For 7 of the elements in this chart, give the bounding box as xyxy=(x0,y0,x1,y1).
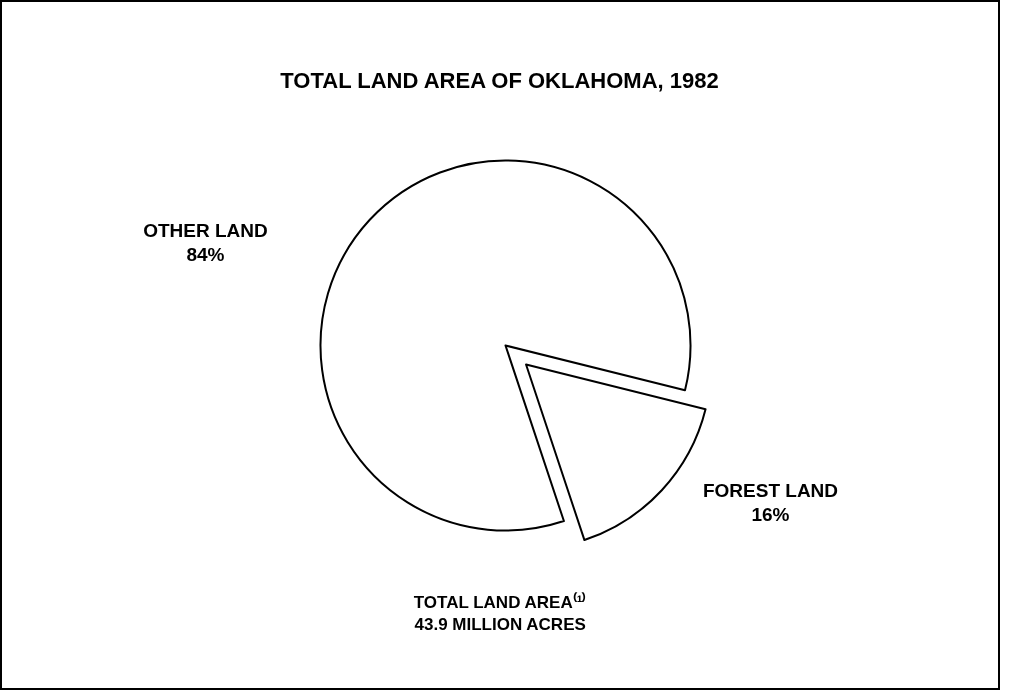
data-label: 16% xyxy=(751,504,790,525)
text: TOTAL LAND AREA⁽¹⁾ xyxy=(413,592,587,612)
slice-label: OTHER LAND xyxy=(143,220,268,241)
data-label: 84% xyxy=(186,244,225,265)
text: 43.9 MILLION ACRES xyxy=(414,615,586,634)
chart-title: TOTAL LAND AREA OF OKLAHOMA, 1982 xyxy=(280,68,719,93)
slice-label: FOREST LAND xyxy=(702,480,839,501)
